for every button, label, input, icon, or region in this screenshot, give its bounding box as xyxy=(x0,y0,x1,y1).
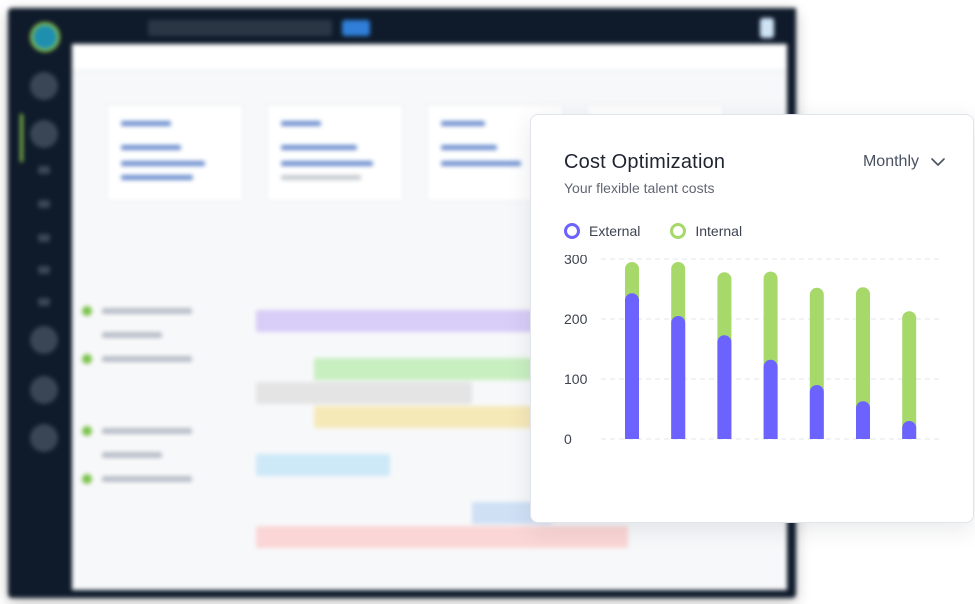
bar-internal xyxy=(902,311,917,439)
bg-topbar xyxy=(72,8,796,44)
bg-summary-card xyxy=(266,104,404,202)
bg-row xyxy=(72,468,787,490)
bar-external xyxy=(671,316,686,439)
legend-label-internal: Internal xyxy=(695,223,743,239)
bg-nav-icon xyxy=(38,200,50,208)
bg-summary-card xyxy=(106,104,244,202)
legend-item-external[interactable]: External xyxy=(564,223,640,239)
bg-timeline-bar xyxy=(256,382,472,404)
legend-label-external: External xyxy=(589,223,641,239)
y-tick-label: 200 xyxy=(564,311,588,327)
bg-row xyxy=(72,444,787,466)
bar-external xyxy=(902,421,917,439)
period-dropdown[interactable]: Monthly xyxy=(863,153,945,171)
bar-external xyxy=(717,335,732,439)
bg-sidebar xyxy=(8,8,72,598)
bg-active-indicator xyxy=(20,114,23,162)
bg-row xyxy=(72,324,787,346)
chevron-down-icon xyxy=(931,157,945,167)
bg-row xyxy=(72,420,787,442)
chart-legend: External Internal xyxy=(564,223,742,239)
stacked-bar-chart: 0 100 200 300 xyxy=(564,255,943,447)
bg-nav-icon xyxy=(38,166,50,174)
y-tick-label: 0 xyxy=(564,431,572,447)
y-tick-label: 300 xyxy=(564,255,588,267)
bg-nav-icon xyxy=(30,424,58,452)
bg-row xyxy=(72,348,787,370)
bar-external xyxy=(809,385,824,439)
bg-logo-icon xyxy=(30,22,60,52)
bar-internal xyxy=(856,287,870,439)
bg-content-header xyxy=(72,44,787,71)
card-title: Cost Optimization xyxy=(564,151,726,173)
bar-external xyxy=(625,293,639,439)
cost-optimization-card: Cost Optimization Your flexible talent c… xyxy=(530,114,974,523)
bg-timeline-bar xyxy=(314,358,554,380)
legend-swatch-external xyxy=(564,223,580,239)
bg-button xyxy=(342,20,370,36)
bar-external xyxy=(856,401,870,439)
period-selected-label: Monthly xyxy=(862,153,919,170)
bg-nav-icon xyxy=(38,266,50,274)
bg-nav-icon xyxy=(30,326,58,354)
bg-timeline-bar xyxy=(314,406,554,428)
bg-nav-icon xyxy=(30,376,58,404)
bg-user-avatar xyxy=(760,18,774,38)
y-tick-label: 100 xyxy=(564,371,588,387)
legend-swatch-internal xyxy=(670,223,687,239)
bg-timeline-bar xyxy=(256,526,628,548)
bg-nav-icon xyxy=(30,120,58,148)
bg-timeline-bar xyxy=(256,454,390,476)
bg-timeline-bar xyxy=(256,310,556,332)
bg-search-box xyxy=(148,20,332,36)
bg-nav-icon xyxy=(38,234,50,242)
bg-nav-icon xyxy=(30,72,58,100)
bar-external xyxy=(763,359,778,439)
card-subtitle: Your flexible talent costs xyxy=(564,180,715,196)
bg-nav-icon xyxy=(38,298,50,306)
legend-item-internal[interactable]: Internal xyxy=(670,223,742,239)
bg-row xyxy=(72,300,787,322)
